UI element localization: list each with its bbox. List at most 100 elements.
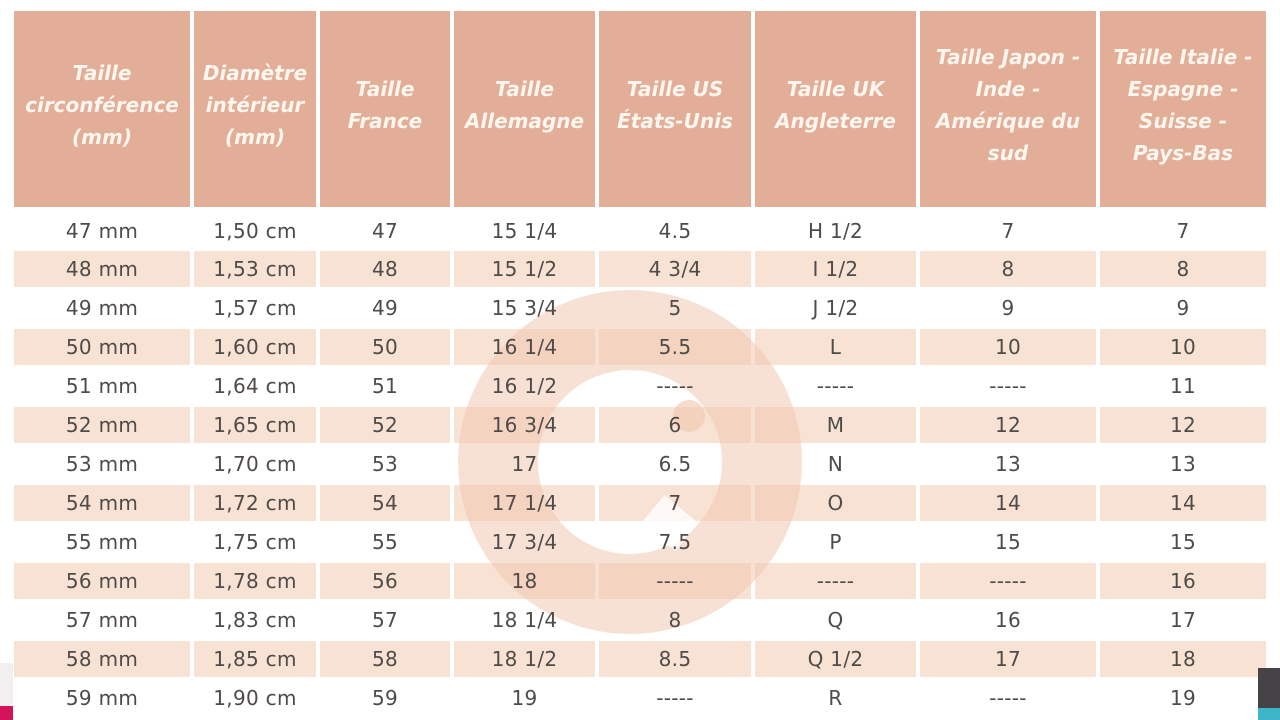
table-body: 47 mm 1,50 cm 47 15 1/4 4.5 H 1/2 7 7 48 mm 1,53 … [14, 210, 1266, 719]
table-cell: 47 [318, 210, 454, 251]
table-cell: 47 mm [14, 210, 194, 251]
table-cell: J 1/2 [753, 288, 920, 329]
table-row: 51 mm 1,64 cm 51 16 1/2 ----- ----- ----- 11 [14, 366, 1266, 407]
column-header: Taille UK Angleterre [753, 11, 920, 214]
table-cell: 9 [1098, 288, 1266, 329]
table-cell: 6.5 [597, 444, 755, 485]
table-cell: 15 [918, 522, 1100, 563]
table-cell: 1,85 cm [192, 639, 320, 680]
floating-widget-fragment[interactable] [1258, 668, 1280, 708]
table-cell: 1,57 cm [192, 288, 320, 329]
table-cell: 7 [1098, 210, 1266, 251]
table-cell: 58 mm [14, 639, 194, 680]
table-cell: 1,90 cm [192, 678, 320, 719]
table-cell: 51 mm [14, 366, 194, 407]
table-cell: 15 [1098, 522, 1266, 563]
table-row: 47 mm 1,50 cm 47 15 1/4 4.5 H 1/2 7 7 [14, 210, 1266, 251]
table-cell: L [753, 327, 920, 368]
column-header: Taille US États-Unis [597, 11, 755, 214]
header-row: Taille circonférence (mm) Diamètre intéri… [14, 11, 1266, 214]
column-header: Diamètre intérieur (mm) [192, 11, 320, 214]
table-cell: 15 1/2 [452, 249, 599, 290]
table-row: 53 mm 1,70 cm 53 17 6.5 N 13 13 [14, 444, 1266, 485]
column-header: Taille Italie - Espagne - Suisse - Pays-… [1098, 11, 1266, 214]
table-cell: 16 3/4 [452, 405, 599, 446]
table-cell: ----- [918, 678, 1100, 719]
ring-size-table-container: Taille circonférence (mm) Diamètre intéri… [14, 11, 1266, 719]
table-cell: ----- [597, 366, 755, 407]
table-row: 50 mm 1,60 cm 50 16 1/4 5.5 L 10 10 [14, 327, 1266, 368]
table-cell: 1,50 cm [192, 210, 320, 251]
table-cell: 54 mm [14, 483, 194, 524]
table-cell: 10 [1098, 327, 1266, 368]
table-cell: 19 [452, 678, 599, 719]
table-cell: 14 [1098, 483, 1266, 524]
table-cell: 12 [1098, 405, 1266, 446]
table-cell: 50 mm [14, 327, 194, 368]
column-header: Taille circonférence (mm) [14, 11, 194, 214]
table-cell: 18 1/4 [452, 600, 599, 641]
table-row: 58 mm 1,85 cm 58 18 1/2 8.5 Q 1/2 17 18 [14, 639, 1266, 680]
table-cell: 1,70 cm [192, 444, 320, 485]
page-edge-pink-fragment[interactable] [0, 706, 13, 720]
table-cell: H 1/2 [753, 210, 920, 251]
table-cell: 16 [918, 600, 1100, 641]
table-row: 57 mm 1,83 cm 57 18 1/4 8 Q 16 17 [14, 600, 1266, 641]
table-cell: ----- [597, 678, 755, 719]
table-cell: 1,75 cm [192, 522, 320, 563]
table-cell: 18 [452, 561, 599, 602]
table-cell: 10 [918, 327, 1100, 368]
table-cell: 1,78 cm [192, 561, 320, 602]
table-row: 49 mm 1,57 cm 49 15 3/4 5 J 1/2 9 9 [14, 288, 1266, 329]
column-header: Taille Allemagne [452, 11, 599, 214]
table-cell: 13 [1098, 444, 1266, 485]
table-cell: 17 [1098, 600, 1266, 641]
table-row: 52 mm 1,65 cm 52 16 3/4 6 M 12 12 [14, 405, 1266, 446]
table-cell: 17 [452, 444, 599, 485]
table-cell: ----- [918, 561, 1100, 602]
table-cell: 1,64 cm [192, 366, 320, 407]
table-cell: 15 1/4 [452, 210, 599, 251]
table-cell: 17 [918, 639, 1100, 680]
table-cell: Q [753, 600, 920, 641]
table-row: 55 mm 1,75 cm 55 17 3/4 7.5 P 15 15 [14, 522, 1266, 563]
table-cell: ----- [753, 366, 920, 407]
table-cell: 54 [318, 483, 454, 524]
table-cell: 6 [597, 405, 755, 446]
table-row: 59 mm 1,90 cm 59 19 ----- R ----- 19 [14, 678, 1266, 719]
table-cell: 8 [597, 600, 755, 641]
table-cell: M [753, 405, 920, 446]
table-cell: 49 mm [14, 288, 194, 329]
table-cell: 57 mm [14, 600, 194, 641]
table-cell: 1,60 cm [192, 327, 320, 368]
table-cell: 1,83 cm [192, 600, 320, 641]
table-cell: 16 1/2 [452, 366, 599, 407]
table-cell: 8.5 [597, 639, 755, 680]
table-cell: 18 [1098, 639, 1266, 680]
table-cell: Q 1/2 [753, 639, 920, 680]
table-cell: 16 [1098, 561, 1266, 602]
table-cell: 56 mm [14, 561, 194, 602]
table-cell: 55 [318, 522, 454, 563]
table-cell: 5 [597, 288, 755, 329]
page-edge-gray-strip [0, 663, 13, 706]
ring-size-conversion-table: Taille circonférence (mm) Diamètre intéri… [14, 11, 1266, 719]
table-cell: 59 mm [14, 678, 194, 719]
table-row: 54 mm 1,72 cm 54 17 1/4 7 O 14 14 [14, 483, 1266, 524]
table-cell: 17 1/4 [452, 483, 599, 524]
table-cell: ----- [597, 561, 755, 602]
table-cell: 17 3/4 [452, 522, 599, 563]
column-header: Taille France [318, 11, 454, 214]
table-cell: 52 mm [14, 405, 194, 446]
table-cell: 51 [318, 366, 454, 407]
table-cell: 12 [918, 405, 1100, 446]
table-cell: 50 [318, 327, 454, 368]
table-header: Taille circonférence (mm) Diamètre intéri… [14, 11, 1266, 214]
table-cell: 15 3/4 [452, 288, 599, 329]
table-cell: 55 mm [14, 522, 194, 563]
table-row: 48 mm 1,53 cm 48 15 1/2 4 3/4 I 1/2 8 8 [14, 249, 1266, 290]
table-cell: 14 [918, 483, 1100, 524]
table-cell: 8 [1098, 249, 1266, 290]
table-cell: 19 [1098, 678, 1266, 719]
